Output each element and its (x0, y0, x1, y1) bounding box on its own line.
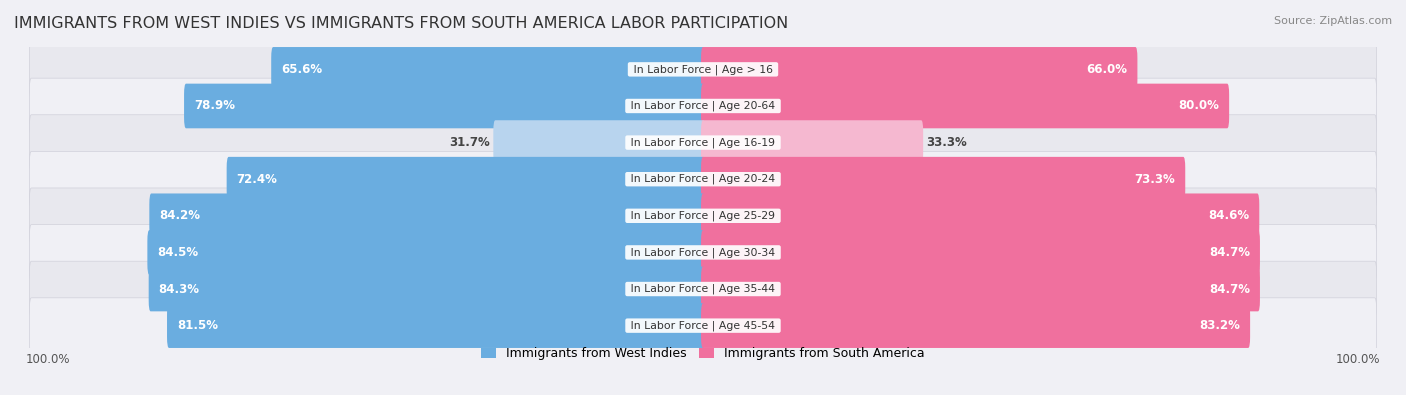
Text: 65.6%: 65.6% (281, 63, 322, 76)
Text: 84.3%: 84.3% (159, 282, 200, 295)
Text: 31.7%: 31.7% (450, 136, 491, 149)
Text: 80.0%: 80.0% (1178, 100, 1219, 113)
Text: 84.5%: 84.5% (157, 246, 198, 259)
FancyBboxPatch shape (30, 298, 1376, 354)
Text: 84.7%: 84.7% (1209, 246, 1250, 259)
Text: In Labor Force | Age 16-19: In Labor Force | Age 16-19 (627, 137, 779, 148)
FancyBboxPatch shape (30, 225, 1376, 280)
Text: IMMIGRANTS FROM WEST INDIES VS IMMIGRANTS FROM SOUTH AMERICA LABOR PARTICIPATION: IMMIGRANTS FROM WEST INDIES VS IMMIGRANT… (14, 16, 789, 31)
FancyBboxPatch shape (149, 194, 704, 238)
FancyBboxPatch shape (702, 194, 1260, 238)
FancyBboxPatch shape (702, 84, 1229, 128)
FancyBboxPatch shape (702, 157, 1185, 201)
FancyBboxPatch shape (702, 120, 924, 165)
Text: 78.9%: 78.9% (194, 100, 235, 113)
FancyBboxPatch shape (30, 115, 1376, 170)
FancyBboxPatch shape (271, 47, 704, 92)
Legend: Immigrants from West Indies, Immigrants from South America: Immigrants from West Indies, Immigrants … (477, 342, 929, 365)
Text: In Labor Force | Age 20-64: In Labor Force | Age 20-64 (627, 101, 779, 111)
FancyBboxPatch shape (702, 303, 1250, 348)
FancyBboxPatch shape (702, 267, 1260, 311)
FancyBboxPatch shape (702, 47, 1137, 92)
Text: In Labor Force | Age > 16: In Labor Force | Age > 16 (630, 64, 776, 75)
FancyBboxPatch shape (149, 267, 704, 311)
Text: In Labor Force | Age 20-24: In Labor Force | Age 20-24 (627, 174, 779, 184)
FancyBboxPatch shape (494, 120, 704, 165)
Text: 84.2%: 84.2% (159, 209, 200, 222)
FancyBboxPatch shape (167, 303, 704, 348)
FancyBboxPatch shape (30, 151, 1376, 207)
Text: 84.6%: 84.6% (1208, 209, 1250, 222)
Text: In Labor Force | Age 25-29: In Labor Force | Age 25-29 (627, 211, 779, 221)
Text: 73.3%: 73.3% (1135, 173, 1175, 186)
Text: Source: ZipAtlas.com: Source: ZipAtlas.com (1274, 16, 1392, 26)
Text: 66.0%: 66.0% (1087, 63, 1128, 76)
Text: In Labor Force | Age 30-34: In Labor Force | Age 30-34 (627, 247, 779, 258)
Text: 33.3%: 33.3% (927, 136, 967, 149)
Text: 83.2%: 83.2% (1199, 319, 1240, 332)
FancyBboxPatch shape (226, 157, 704, 201)
FancyBboxPatch shape (148, 230, 704, 275)
Text: In Labor Force | Age 35-44: In Labor Force | Age 35-44 (627, 284, 779, 294)
FancyBboxPatch shape (30, 78, 1376, 134)
Text: 81.5%: 81.5% (177, 319, 218, 332)
Text: 72.4%: 72.4% (236, 173, 277, 186)
FancyBboxPatch shape (184, 84, 704, 128)
FancyBboxPatch shape (30, 41, 1376, 97)
FancyBboxPatch shape (702, 230, 1260, 275)
Text: 84.7%: 84.7% (1209, 282, 1250, 295)
Text: In Labor Force | Age 45-54: In Labor Force | Age 45-54 (627, 320, 779, 331)
FancyBboxPatch shape (30, 261, 1376, 317)
FancyBboxPatch shape (30, 188, 1376, 244)
